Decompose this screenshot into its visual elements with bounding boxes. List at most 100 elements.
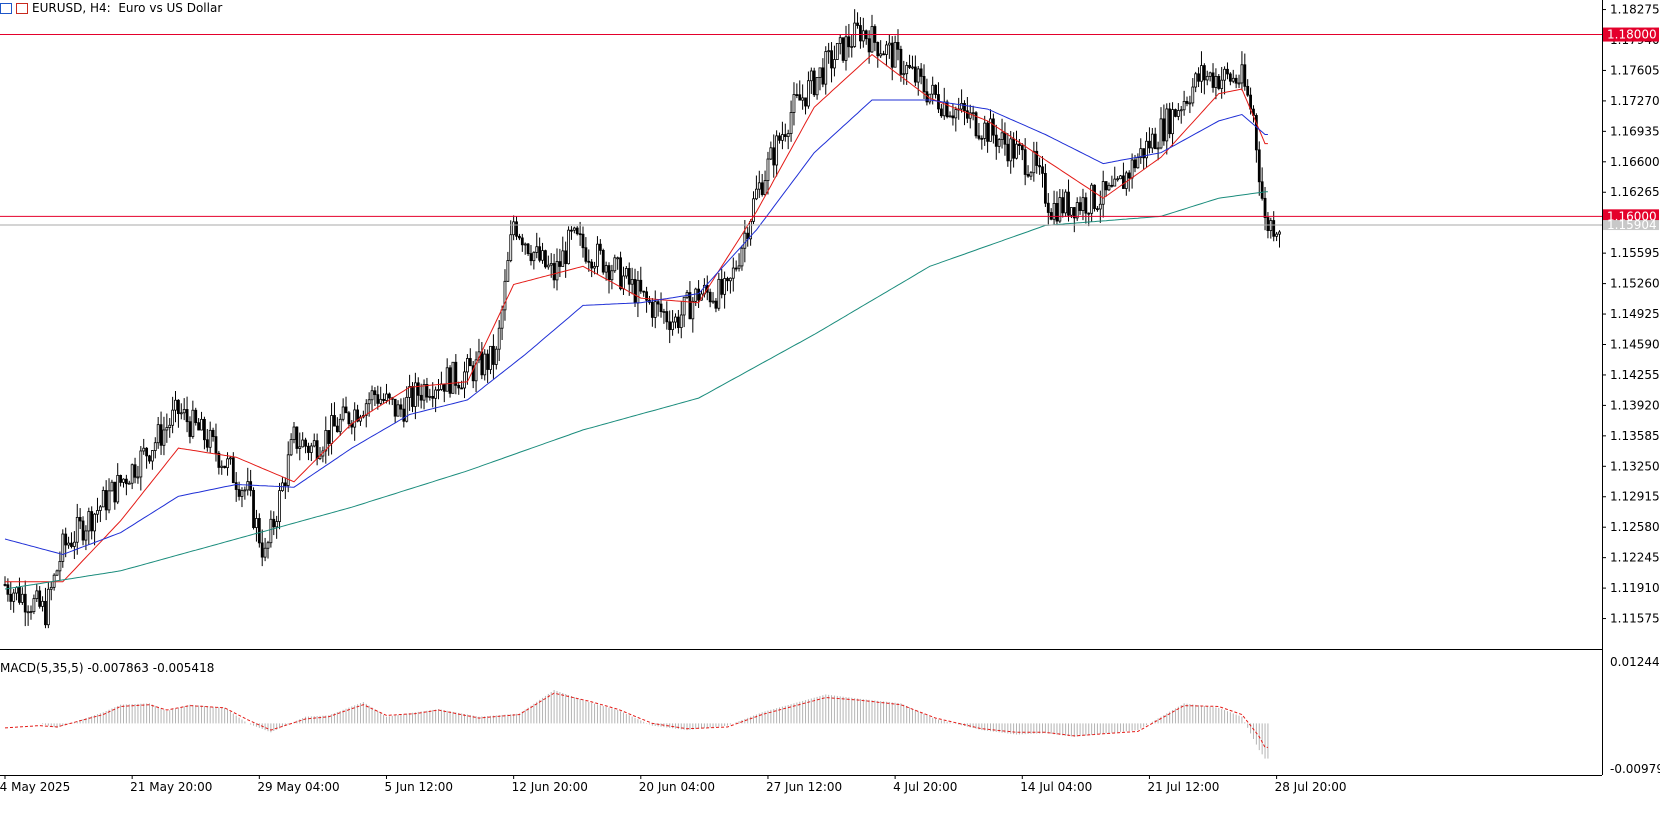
candle xyxy=(604,261,608,281)
candle xyxy=(503,269,507,321)
candle xyxy=(341,398,345,422)
candle xyxy=(497,320,501,362)
candle xyxy=(139,446,143,491)
candle xyxy=(203,416,206,450)
candle xyxy=(520,233,524,252)
candle xyxy=(312,433,316,448)
candle xyxy=(174,391,177,423)
candle xyxy=(908,54,911,70)
candle xyxy=(119,474,122,487)
candle xyxy=(419,383,423,409)
candle xyxy=(1269,217,1273,239)
candle xyxy=(1101,170,1105,218)
candle xyxy=(584,237,588,264)
candle xyxy=(223,465,227,469)
candle xyxy=(1182,90,1186,116)
candle xyxy=(812,67,816,97)
candle xyxy=(318,447,322,461)
candle xyxy=(38,586,42,609)
candles-layer xyxy=(3,9,1281,629)
candle xyxy=(413,372,417,420)
candle xyxy=(731,257,735,292)
candle xyxy=(234,472,238,502)
candle xyxy=(804,97,807,115)
candle xyxy=(486,349,490,383)
price-tick-label: 1.11575 xyxy=(1610,612,1660,626)
candle xyxy=(130,463,134,490)
candle xyxy=(315,433,319,466)
candle xyxy=(454,354,458,395)
candle xyxy=(1127,170,1131,192)
candle xyxy=(815,77,819,100)
candle xyxy=(110,479,114,492)
candle xyxy=(344,396,348,414)
candle xyxy=(457,381,461,395)
time-tick-label: 29 May 04:00 xyxy=(257,780,339,794)
candle xyxy=(41,596,44,612)
price-tick-label: 1.16265 xyxy=(1610,185,1660,199)
candle xyxy=(165,413,169,443)
candle xyxy=(1038,157,1042,175)
candle xyxy=(197,418,201,431)
candle xyxy=(281,477,284,492)
candle xyxy=(350,420,354,435)
time-tick-label: 28 Jul 20:00 xyxy=(1275,780,1347,794)
symbol-description: Euro vs US Dollar xyxy=(118,1,223,15)
candle xyxy=(818,67,822,91)
candle xyxy=(309,442,313,462)
candle xyxy=(292,422,296,444)
candle xyxy=(656,299,660,317)
candle xyxy=(624,266,628,279)
candle xyxy=(1246,79,1250,97)
candle xyxy=(231,452,235,484)
candle xyxy=(561,236,565,267)
candle xyxy=(1278,230,1281,248)
candle xyxy=(243,486,247,500)
candle xyxy=(844,25,848,71)
candle xyxy=(775,130,779,177)
candle xyxy=(538,237,542,263)
candle xyxy=(916,66,920,96)
candle xyxy=(685,289,689,300)
candle xyxy=(873,24,877,52)
time-axis: 14 May 2025 21 May 20:00 29 May 04:00 5 Jun… xyxy=(0,775,1347,794)
chart-menu-icon[interactable] xyxy=(0,2,12,14)
candle xyxy=(1064,189,1068,217)
candle xyxy=(1009,130,1013,174)
moving-averages-layer xyxy=(4,53,1268,590)
candle xyxy=(853,9,857,48)
candle xyxy=(986,120,989,153)
price-tick-label: 1.16935 xyxy=(1610,124,1660,138)
candle xyxy=(171,396,175,434)
candle xyxy=(1254,113,1258,163)
candle xyxy=(795,83,799,99)
candle xyxy=(385,383,388,404)
candle xyxy=(567,226,570,265)
candle xyxy=(1049,208,1053,221)
candle xyxy=(1171,102,1174,147)
candle xyxy=(333,402,336,427)
candle xyxy=(136,465,140,484)
candle xyxy=(1148,127,1151,154)
candle xyxy=(1153,127,1157,150)
candle xyxy=(29,605,33,620)
candle xyxy=(726,276,729,292)
candle xyxy=(327,430,331,456)
price-tick-label: 1.14590 xyxy=(1610,337,1660,351)
candle xyxy=(1067,179,1070,222)
candle xyxy=(864,29,868,45)
candle xyxy=(564,241,568,278)
candle xyxy=(260,529,264,567)
candle xyxy=(150,450,154,470)
price-tick-label: 1.12245 xyxy=(1610,551,1660,565)
candle xyxy=(526,242,530,256)
candle xyxy=(492,334,495,379)
candle xyxy=(98,505,102,523)
candle xyxy=(289,433,293,457)
candle xyxy=(746,227,750,247)
chart-type-icon[interactable] xyxy=(16,2,28,14)
candle xyxy=(208,421,212,454)
candle xyxy=(708,288,712,308)
